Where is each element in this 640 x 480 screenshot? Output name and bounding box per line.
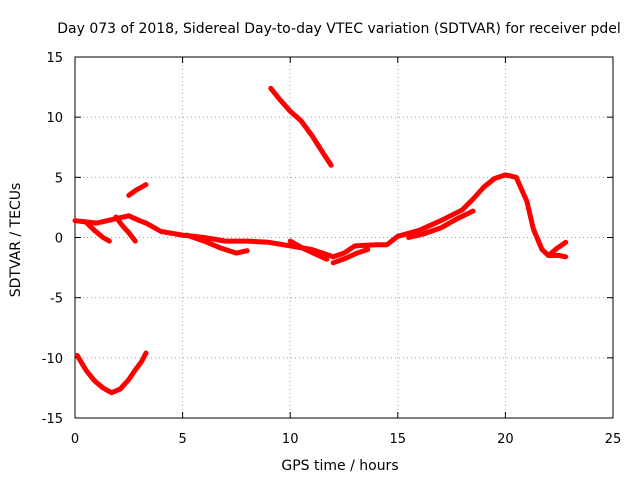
x-tick-label: 15 bbox=[390, 432, 407, 447]
y-axis-label: SDTVAR / TECUs bbox=[8, 183, 24, 298]
y-tick-label: -15 bbox=[42, 412, 63, 427]
grid bbox=[75, 57, 613, 418]
sdtvar-chart: Day 073 of 2018, Sidereal Day-to-day VTE… bbox=[0, 0, 640, 480]
y-tick-label: 0 bbox=[55, 232, 63, 247]
series-branch-b bbox=[116, 217, 135, 241]
x-tick-label: 5 bbox=[178, 432, 186, 447]
x-tick-label: 25 bbox=[605, 432, 622, 447]
x-tick-label: 10 bbox=[282, 432, 299, 447]
x-axis-label: GPS time / hours bbox=[281, 458, 398, 474]
x-tick-label: 20 bbox=[497, 432, 514, 447]
series-top-arc bbox=[271, 88, 331, 165]
y-tick-label: 15 bbox=[46, 51, 63, 66]
chart-title: Day 073 of 2018, Sidereal Day-to-day VTE… bbox=[57, 21, 621, 37]
y-tick-label: 10 bbox=[46, 111, 63, 126]
y-tick-label: 5 bbox=[55, 171, 63, 186]
series-lower-left-arc bbox=[77, 353, 146, 393]
axis-ticks: 0 5 10 15 20 25 15 10 5 0 -5 -10 -15 bbox=[42, 51, 622, 447]
x-tick-label: 0 bbox=[71, 432, 79, 447]
series-group bbox=[75, 88, 566, 392]
series-upper-left-arc bbox=[129, 185, 146, 196]
series-branch-f bbox=[409, 211, 474, 238]
series-main-track bbox=[75, 175, 566, 257]
y-tick-label: -10 bbox=[42, 352, 63, 367]
y-tick-label: -5 bbox=[50, 292, 63, 307]
